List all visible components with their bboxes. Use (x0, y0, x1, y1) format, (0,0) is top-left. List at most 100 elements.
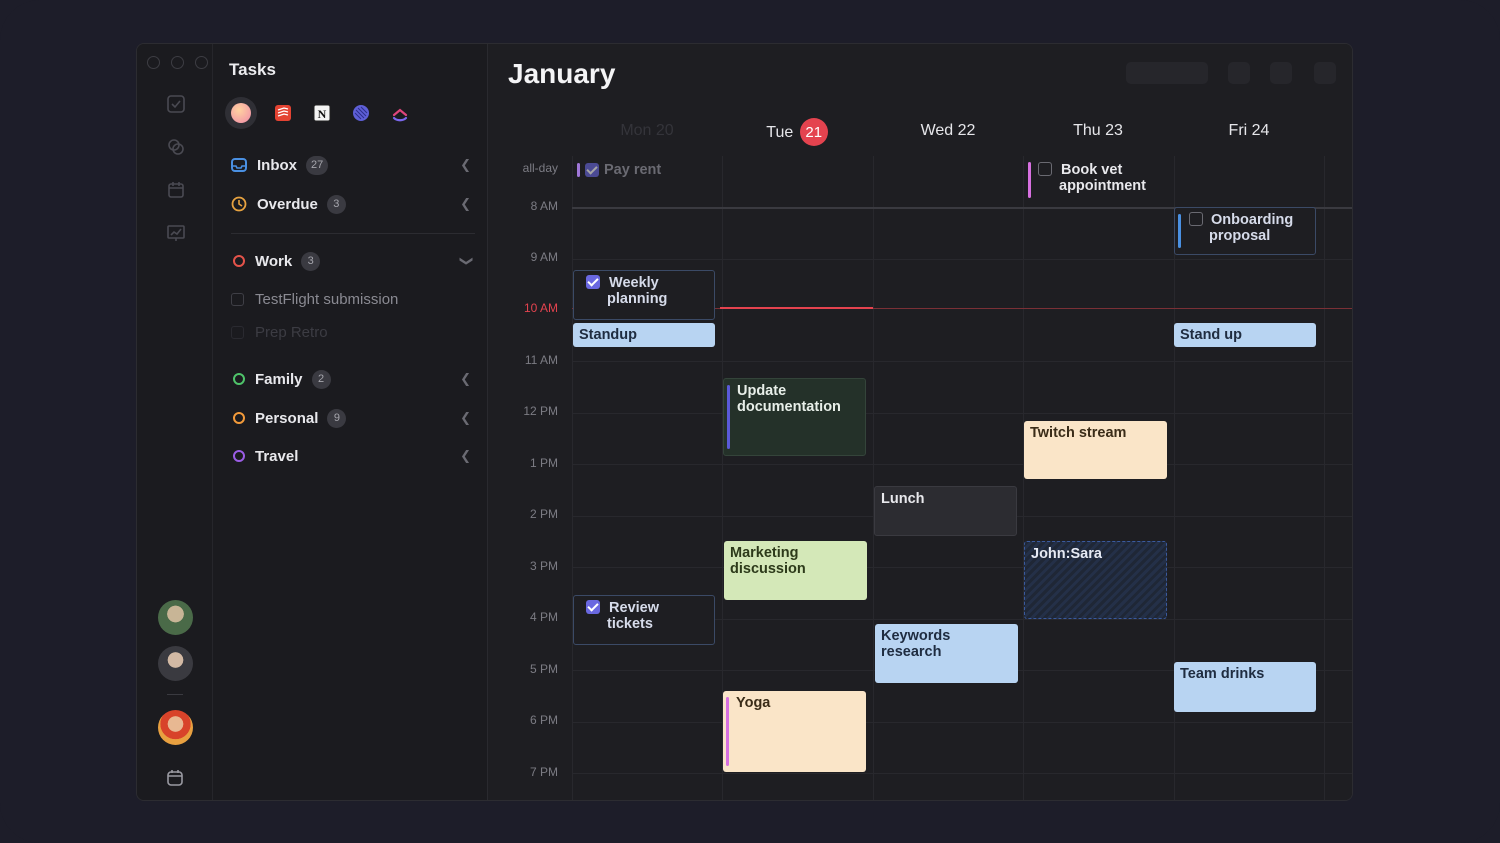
day-header-wed[interactable]: Wed 22 (920, 122, 976, 139)
checked-checkbox-icon[interactable] (586, 275, 600, 289)
hour-line (572, 413, 1352, 414)
clock-icon (231, 196, 247, 212)
clickup-icon[interactable] (387, 100, 413, 126)
analytics-nav-icon[interactable] (166, 223, 186, 243)
linear-icon[interactable] (348, 100, 374, 126)
event-review-tickets[interactable]: Review tickets (573, 595, 715, 645)
view-switcher[interactable] (1126, 62, 1208, 84)
task-checkbox[interactable] (231, 326, 244, 339)
task-item[interactable]: TestFlight submission (231, 291, 398, 308)
today-badge: 21 (799, 118, 828, 146)
calendar-nav-icon[interactable] (166, 180, 186, 200)
event-title-line2: proposal (1209, 228, 1271, 244)
day-header-fri[interactable]: Fri 24 (1228, 122, 1270, 139)
zoom-window-button[interactable] (195, 56, 208, 69)
event-keywords-research[interactable]: Keywords research (875, 624, 1018, 683)
avatar-source-icon[interactable] (225, 97, 257, 129)
next-button[interactable] (1314, 62, 1336, 84)
tasks-nav-icon[interactable] (166, 94, 186, 114)
chevron-left-icon[interactable]: ❮ (460, 157, 471, 172)
sidebar-item-overdue[interactable]: Overdue 3 ❮ (231, 192, 475, 216)
integrations-nav-icon[interactable] (166, 137, 186, 157)
chevron-left-icon[interactable]: ❮ (460, 371, 471, 386)
event-title-line2: documentation (737, 399, 841, 415)
allday-event-book-vet[interactable]: Book vet appointment (1028, 162, 1168, 198)
chevron-left-icon[interactable]: ❮ (460, 196, 471, 211)
event-title-line2: appointment (1059, 178, 1146, 194)
column-divider (1324, 156, 1325, 800)
count-badge: 9 (327, 408, 347, 428)
empty-checkbox-icon[interactable] (1189, 212, 1203, 226)
day-header-thu[interactable]: Thu 23 (1073, 122, 1123, 139)
avatar-current-user[interactable] (158, 710, 193, 745)
sidebar-item-label: Personal (255, 409, 319, 427)
chevron-down-icon[interactable]: ❮ (457, 255, 473, 267)
calendar-app-icon[interactable] (165, 768, 185, 788)
event-yoga[interactable]: Yoga (723, 691, 866, 772)
event-onboarding-proposal[interactable]: Onboarding proposal (1174, 207, 1316, 255)
event-stand-up[interactable]: Stand up (1174, 323, 1316, 347)
notion-icon[interactable]: N (309, 100, 335, 126)
today-button[interactable] (1270, 62, 1292, 84)
time-label: 1 PM (529, 456, 558, 470)
list-dot-icon (233, 373, 245, 385)
time-label: 7 PM (529, 765, 558, 779)
column-divider (873, 156, 874, 800)
event-title-line2: tickets (607, 616, 653, 632)
time-label: 6 PM (529, 713, 558, 727)
count-badge: 3 (326, 194, 346, 214)
time-label: 4 PM (529, 610, 558, 624)
hour-line (572, 773, 1352, 774)
close-window-button[interactable] (147, 56, 160, 69)
event-team-drinks[interactable]: Team drinks (1174, 662, 1316, 712)
day-header-tue[interactable]: Tue 21 (722, 118, 872, 147)
sidebar-divider (231, 233, 475, 234)
column-divider (572, 156, 573, 800)
count-badge: 2 (311, 369, 331, 389)
column-divider (1174, 156, 1175, 800)
empty-checkbox-icon[interactable] (1038, 162, 1052, 176)
task-item[interactable]: Prep Retro (231, 324, 328, 341)
prev-button[interactable] (1228, 62, 1250, 84)
checked-checkbox-icon[interactable] (586, 600, 600, 614)
event-title-line2: discussion (730, 561, 806, 577)
sidebar-item-label: Overdue (257, 195, 318, 213)
avatar-user-1[interactable] (158, 600, 193, 635)
day-header-mon[interactable]: Mon 20 (620, 122, 674, 139)
app-window: Tasks N Inbox 27 ❮ Ove (136, 43, 1353, 801)
sidebar-item-personal[interactable]: Personal 9 ❮ (231, 406, 475, 430)
event-standup[interactable]: Standup (573, 323, 715, 347)
sidebar-item-label: Travel (255, 447, 299, 465)
checked-checkbox-icon[interactable] (585, 163, 599, 177)
chevron-left-icon[interactable]: ❮ (460, 410, 471, 425)
allday-event-pay-rent[interactable]: Pay rent (577, 162, 661, 178)
event-marketing-discussion[interactable]: Marketing discussion (724, 541, 867, 600)
sidebar-item-family[interactable]: Family 2 ❮ (231, 367, 475, 391)
chevron-left-icon[interactable]: ❮ (460, 448, 471, 463)
todoist-icon[interactable] (270, 100, 296, 126)
event-update-documentation[interactable]: Update documentation (723, 378, 866, 456)
task-title: Prep Retro (255, 324, 328, 341)
time-label-now: 10 AM (523, 301, 558, 315)
task-checkbox[interactable] (231, 293, 244, 306)
sidebar-title: Tasks (229, 60, 276, 79)
event-weekly-planning[interactable]: Weekly planning (573, 270, 715, 320)
event-title: Weekly (609, 275, 659, 291)
list-dot-icon (233, 450, 245, 462)
avatar-user-2[interactable] (158, 646, 193, 681)
hour-line (572, 619, 1352, 620)
event-twitch-stream[interactable]: Twitch stream (1024, 421, 1167, 479)
sidebar-item-travel[interactable]: Travel ❮ (231, 444, 475, 468)
column-divider (1023, 156, 1024, 800)
event-john-sara[interactable]: John:Sara (1024, 541, 1167, 619)
icon-rail (137, 44, 213, 800)
sidebar-item-work[interactable]: Work 3 ❮ (231, 249, 475, 273)
event-lunch[interactable]: Lunch (874, 486, 1017, 536)
sidebar-item-inbox[interactable]: Inbox 27 ❮ (231, 153, 475, 177)
minimize-window-button[interactable] (171, 56, 184, 69)
calendar-main: January Mon 20 Tue 21 Wed 22 Thu 23 Fri … (488, 44, 1352, 800)
time-label: 9 AM (530, 250, 558, 264)
count-badge: 27 (306, 155, 329, 175)
svg-text:N: N (318, 107, 327, 121)
allday-label: all-day (522, 161, 558, 175)
